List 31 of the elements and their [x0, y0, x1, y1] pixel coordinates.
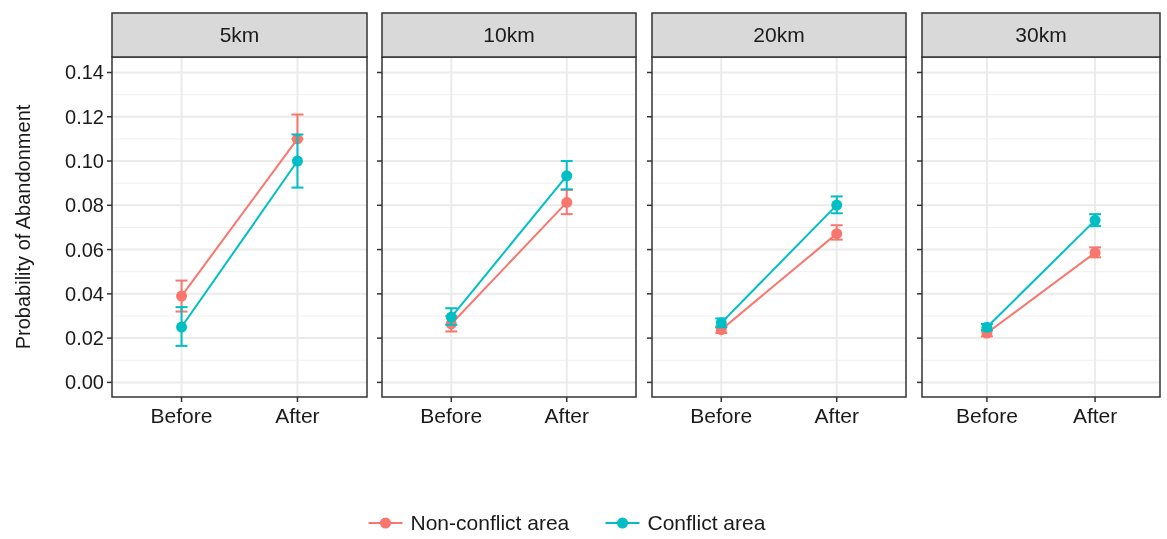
chart-title: 30km [1015, 23, 1067, 47]
x-tick-label: Before [150, 404, 213, 427]
point [831, 228, 843, 240]
chart-title: 20km [753, 23, 805, 47]
x-tick-label: After [275, 404, 320, 427]
point [561, 196, 573, 208]
point [445, 311, 457, 323]
point [176, 290, 188, 302]
x-tick-label: Before [420, 404, 483, 427]
x-tick-label: Before [690, 404, 753, 427]
x-tick-label: After [544, 404, 589, 427]
point [176, 321, 188, 333]
x-tick-label: After [1072, 404, 1118, 427]
y-tick-label: 0.06 [65, 238, 104, 261]
point [831, 199, 843, 211]
y-tick-label: 0.10 [65, 150, 104, 173]
chart-title: 10km [483, 23, 535, 47]
y-tick-label: 0.00 [65, 371, 104, 394]
y-tick-label: 0.02 [65, 327, 104, 350]
x-tick-label: After [814, 404, 859, 427]
y-tick-label: 0.04 [65, 282, 104, 305]
x-tick-label: Before [955, 404, 1018, 427]
point [561, 170, 573, 182]
y-tick-label: 0.12 [65, 105, 104, 128]
y-tick-label: 0.14 [65, 61, 104, 84]
point [291, 155, 303, 167]
chart-title: 5km [219, 23, 260, 47]
legend-label: Conflict area [647, 511, 766, 535]
legend-label: Non-conflict area [410, 511, 570, 535]
y-tick-label: 0.08 [65, 194, 104, 217]
y-axis-title: Probability of Abandonment [12, 104, 34, 350]
